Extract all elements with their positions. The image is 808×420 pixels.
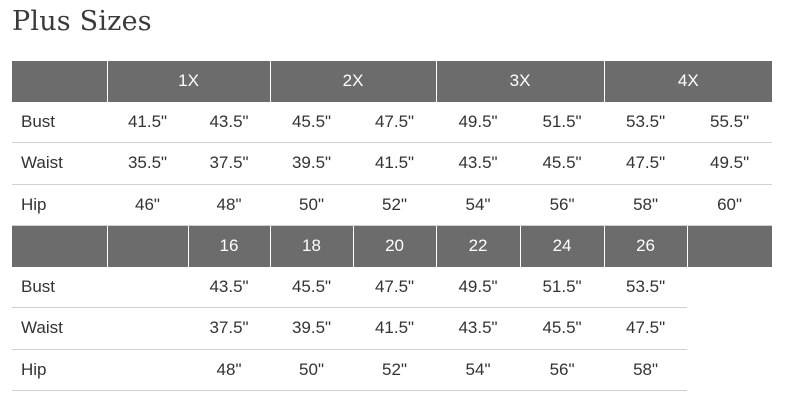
measurement-cell: 49.5" bbox=[436, 101, 521, 143]
row-label: Hip bbox=[12, 184, 107, 226]
header-empty-cell bbox=[686, 225, 773, 267]
measurement-cell: 48" bbox=[188, 349, 271, 391]
measurement-cell: 52" bbox=[353, 349, 437, 391]
measurement-cell: 50" bbox=[270, 349, 354, 391]
measurement-cell: 53.5" bbox=[604, 266, 688, 308]
measurement-cell: 52" bbox=[353, 184, 437, 226]
measurement-cell: 51.5" bbox=[520, 266, 605, 308]
letter-size-header-row: 1X 2X 3X 4X bbox=[12, 61, 773, 102]
measurement-cell: 35.5" bbox=[107, 142, 188, 185]
measurement-cell: 47.5" bbox=[353, 101, 437, 143]
empty-cell bbox=[107, 349, 188, 391]
size-header-18: 18 bbox=[269, 225, 354, 267]
measurement-cell: 43.5" bbox=[436, 307, 521, 350]
measurement-cell: 41.5" bbox=[107, 101, 188, 143]
measurement-cell: 55.5" bbox=[687, 101, 773, 143]
measurement-cell: 45.5" bbox=[270, 266, 354, 308]
header-empty-cell bbox=[12, 225, 107, 267]
measurement-cell: 37.5" bbox=[188, 142, 271, 185]
empty-cell bbox=[687, 349, 772, 391]
header-empty-cell bbox=[12, 61, 107, 102]
measurement-cell: 37.5" bbox=[188, 307, 271, 350]
size-header-4x: 4X bbox=[603, 61, 773, 102]
measurement-cell: 48" bbox=[188, 184, 271, 226]
measurement-cell: 43.5" bbox=[436, 142, 521, 185]
measurement-cell: 47.5" bbox=[604, 307, 688, 350]
size-header-1x: 1X bbox=[106, 61, 271, 102]
measurement-cell: 39.5" bbox=[270, 142, 354, 185]
row-label: Waist bbox=[12, 142, 107, 185]
measurement-cell: 56" bbox=[520, 349, 605, 391]
measurement-cell: 43.5" bbox=[188, 101, 271, 143]
measurement-cell: 50" bbox=[270, 184, 354, 226]
empty-cell bbox=[107, 307, 188, 350]
measurement-cell: 58" bbox=[604, 184, 688, 226]
empty-cell bbox=[687, 308, 772, 350]
measurement-cell: 49.5" bbox=[687, 142, 773, 185]
measurement-cell: 58" bbox=[604, 349, 688, 391]
size-header-3x: 3X bbox=[435, 61, 605, 102]
hip-row: Hip 48" 50" 52" 54" 56" 58" bbox=[12, 349, 772, 391]
measurement-cell: 45.5" bbox=[520, 307, 605, 350]
bust-row: Bust 43.5" 45.5" 47.5" 49.5" 51.5" 53.5" bbox=[12, 266, 772, 308]
measurement-cell: 56" bbox=[520, 184, 605, 226]
empty-cell bbox=[107, 266, 188, 308]
empty-cell bbox=[687, 267, 772, 308]
measurement-cell: 47.5" bbox=[604, 142, 688, 185]
waist-row: Waist 37.5" 39.5" 41.5" 43.5" 45.5" 47.5… bbox=[12, 307, 772, 350]
size-header-16: 16 bbox=[187, 225, 271, 267]
measurement-cell: 45.5" bbox=[270, 101, 354, 143]
header-empty-cell bbox=[106, 225, 188, 267]
size-header-20: 20 bbox=[352, 225, 437, 267]
row-label: Bust bbox=[12, 266, 107, 308]
measurement-cell: 39.5" bbox=[270, 307, 354, 350]
numeric-size-header-row: 16 18 20 22 24 26 bbox=[12, 225, 773, 267]
measurement-cell: 45.5" bbox=[520, 142, 605, 185]
measurement-cell: 51.5" bbox=[520, 101, 605, 143]
row-label: Hip bbox=[12, 349, 107, 391]
size-header-24: 24 bbox=[519, 225, 605, 267]
measurement-cell: 53.5" bbox=[604, 101, 688, 143]
size-header-22: 22 bbox=[435, 225, 521, 267]
plus-size-chart: 1X 2X 3X 4X Bust 41.5" 43.5" 45.5" 47.5"… bbox=[12, 61, 773, 391]
measurement-cell: 43.5" bbox=[188, 266, 271, 308]
row-label: Bust bbox=[12, 101, 107, 143]
measurement-cell: 47.5" bbox=[353, 266, 437, 308]
measurement-cell: 46" bbox=[107, 184, 188, 226]
size-header-26: 26 bbox=[603, 225, 688, 267]
waist-row: Waist 35.5" 37.5" 39.5" 41.5" 43.5" 45.5… bbox=[12, 142, 773, 185]
measurement-cell: 41.5" bbox=[353, 142, 437, 185]
measurement-cell: 60" bbox=[687, 184, 773, 226]
size-header-2x: 2X bbox=[269, 61, 437, 102]
bust-row: Bust 41.5" 43.5" 45.5" 47.5" 49.5" 51.5"… bbox=[12, 101, 773, 143]
page-title: Plus Sizes bbox=[12, 6, 152, 37]
measurement-cell: 49.5" bbox=[436, 266, 521, 308]
measurement-cell: 54" bbox=[436, 349, 521, 391]
measurement-cell: 54" bbox=[436, 184, 521, 226]
measurement-cell: 41.5" bbox=[353, 307, 437, 350]
hip-row: Hip 46" 48" 50" 52" 54" 56" 58" 60" bbox=[12, 184, 773, 226]
row-label: Waist bbox=[12, 307, 107, 350]
